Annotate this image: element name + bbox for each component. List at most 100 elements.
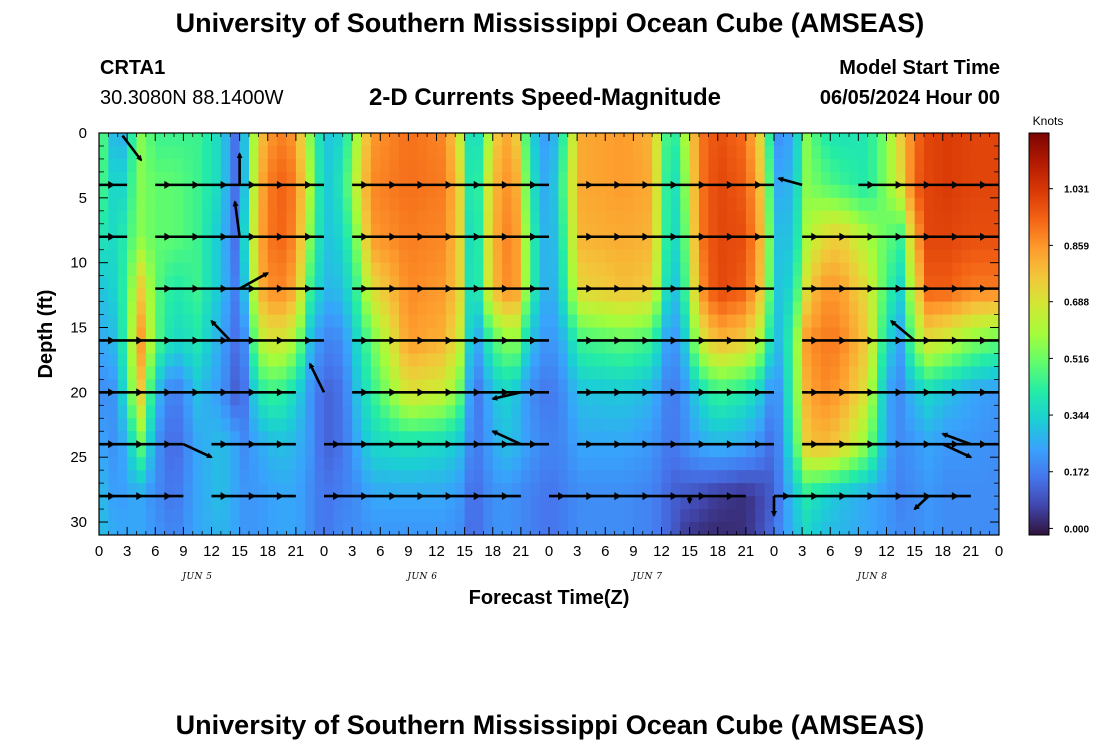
heatmap-cell bbox=[324, 158, 334, 173]
heatmap-cell bbox=[924, 249, 934, 264]
heatmap-cell bbox=[342, 496, 353, 510]
heatmap-cell bbox=[680, 431, 691, 445]
heatmap-cell bbox=[661, 133, 672, 147]
heatmap-cell bbox=[914, 301, 925, 316]
heatmap-cell bbox=[905, 301, 916, 316]
heatmap-cell bbox=[230, 444, 241, 458]
heatmap-cell bbox=[783, 288, 794, 303]
heatmap-cell bbox=[661, 340, 672, 355]
heatmap-cell bbox=[708, 379, 719, 393]
heatmap-cell bbox=[202, 509, 213, 523]
heatmap-cell bbox=[661, 236, 672, 251]
heatmap-cell bbox=[839, 418, 850, 432]
heatmap-cell bbox=[577, 301, 588, 316]
heatmap-cell bbox=[305, 249, 316, 264]
heatmap-cell bbox=[286, 496, 297, 510]
heatmap-cell bbox=[455, 184, 466, 199]
heatmap-cell bbox=[661, 431, 672, 445]
heatmap-cell bbox=[727, 327, 738, 342]
heatmap-cell bbox=[286, 210, 297, 225]
current-vector-head bbox=[361, 492, 369, 501]
heatmap-cell bbox=[839, 158, 850, 173]
heatmap-cell bbox=[483, 444, 494, 458]
heatmap-cell bbox=[502, 236, 513, 251]
heatmap-cell bbox=[474, 496, 484, 510]
heatmap-cell bbox=[502, 444, 513, 458]
heatmap-cell bbox=[202, 262, 213, 277]
heatmap-cell bbox=[445, 158, 456, 173]
heatmap-cell bbox=[980, 509, 991, 523]
heatmap-cell bbox=[230, 509, 241, 523]
heatmap-cell bbox=[820, 392, 831, 406]
heatmap-cell bbox=[99, 366, 109, 380]
heatmap-cell bbox=[914, 249, 925, 264]
heatmap-cell bbox=[736, 210, 747, 225]
heatmap-cell bbox=[314, 405, 325, 419]
heatmap-cell bbox=[820, 223, 831, 238]
heatmap-cell bbox=[717, 197, 728, 212]
heatmap-cell bbox=[417, 314, 428, 329]
heatmap-cell bbox=[155, 223, 166, 238]
heatmap-cell bbox=[567, 184, 578, 199]
heatmap-cell bbox=[108, 223, 119, 238]
heatmap-cell bbox=[952, 457, 963, 471]
heatmap-cell bbox=[249, 470, 259, 484]
heatmap-cell bbox=[595, 288, 606, 303]
heatmap-cell bbox=[745, 236, 756, 251]
heatmap-cell bbox=[558, 288, 569, 303]
heatmap-cell bbox=[886, 327, 897, 342]
current-vector-head bbox=[220, 180, 228, 189]
heatmap-cell bbox=[614, 457, 625, 471]
heatmap-cell bbox=[680, 483, 691, 497]
heatmap-cell bbox=[652, 249, 663, 264]
heatmap-cell bbox=[802, 340, 813, 355]
heatmap-cell bbox=[605, 223, 616, 238]
heatmap-cell bbox=[783, 509, 794, 523]
heatmap-cell bbox=[905, 262, 916, 277]
heatmap-cell bbox=[520, 496, 531, 510]
heatmap-cell bbox=[877, 353, 888, 368]
heatmap-cell bbox=[699, 418, 709, 432]
heatmap-cell bbox=[699, 431, 709, 445]
heatmap-cell bbox=[117, 197, 128, 212]
heatmap-cell bbox=[492, 496, 503, 510]
heatmap-cell bbox=[942, 249, 953, 264]
heatmap-cell bbox=[361, 262, 372, 277]
current-vector-head bbox=[333, 492, 341, 501]
heatmap-cell bbox=[783, 171, 794, 186]
heatmap-cell bbox=[333, 522, 344, 535]
heatmap-cell bbox=[117, 262, 128, 277]
heatmap-cell bbox=[417, 457, 428, 471]
x-tick-label: 12 bbox=[428, 543, 445, 560]
heatmap-cell bbox=[314, 158, 325, 173]
current-vector-head bbox=[192, 388, 200, 397]
heatmap-cell bbox=[745, 171, 756, 186]
heatmap-cell bbox=[802, 470, 813, 484]
heatmap-cell bbox=[549, 158, 559, 173]
heatmap-cell bbox=[642, 379, 653, 393]
heatmap-cell bbox=[792, 327, 803, 342]
heatmap-cell bbox=[736, 301, 747, 316]
heatmap-cell bbox=[717, 379, 728, 393]
heatmap-cell bbox=[220, 210, 231, 225]
heatmap-cell bbox=[333, 262, 344, 277]
heatmap-cell bbox=[652, 470, 663, 484]
heatmap-cell bbox=[145, 275, 156, 290]
heatmap-cell bbox=[680, 236, 691, 251]
heatmap-cell bbox=[717, 405, 728, 419]
heatmap-cell bbox=[830, 366, 841, 380]
heatmap-cell bbox=[549, 405, 559, 419]
heatmap-cell bbox=[511, 288, 522, 303]
heatmap-cell bbox=[174, 509, 184, 523]
heatmap-cell bbox=[324, 496, 334, 510]
heatmap-cell bbox=[520, 366, 531, 380]
heatmap-cell bbox=[192, 496, 203, 510]
current-vector-head bbox=[108, 388, 116, 397]
heatmap-cell bbox=[136, 133, 147, 147]
heatmap-cell bbox=[727, 418, 738, 432]
heatmap-cell bbox=[849, 158, 859, 173]
heatmap-cell bbox=[652, 275, 663, 290]
heatmap-cell bbox=[277, 418, 288, 432]
heatmap-cell bbox=[895, 236, 906, 251]
heatmap-cell bbox=[858, 457, 869, 471]
